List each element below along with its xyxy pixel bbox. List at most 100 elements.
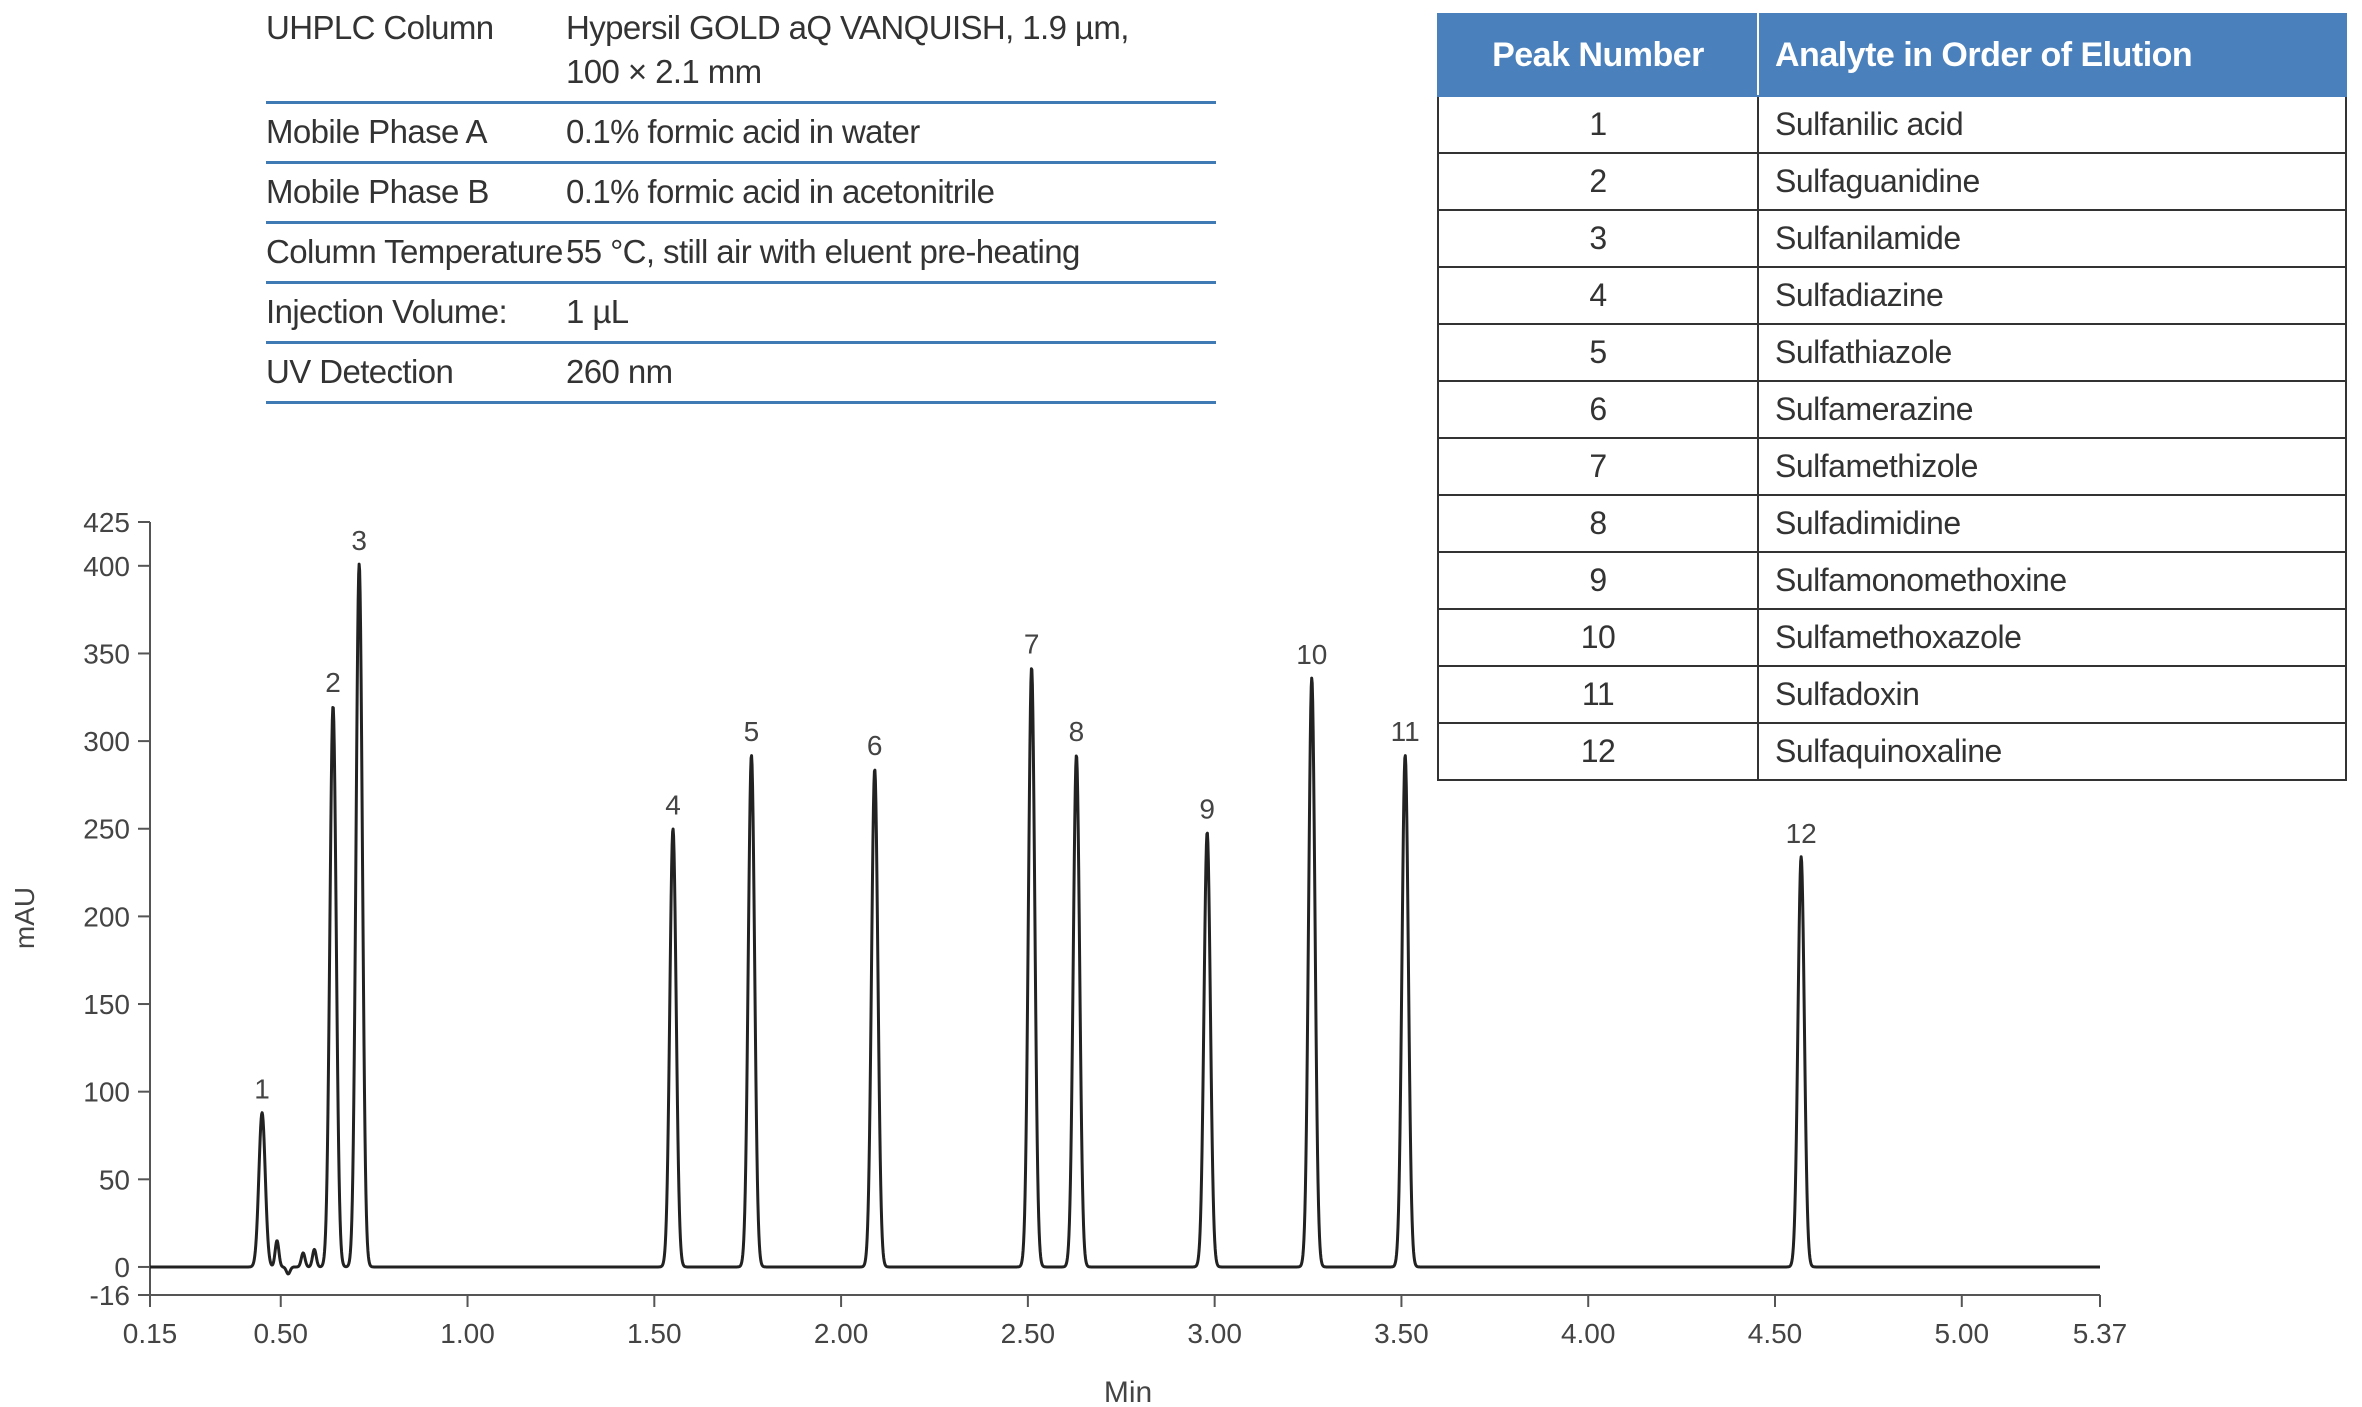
y-tick-label: 50 [99, 1164, 130, 1195]
analyte-name-cell: Sulfanilic acid [1757, 95, 2347, 154]
table-row: 4 Sulfadiazine [1437, 266, 2347, 325]
analyte-name-cell: Sulfamethizole [1757, 437, 2347, 496]
peak-number-cell: 2 [1437, 152, 1759, 211]
y-tick-label: 100 [83, 1077, 130, 1108]
condition-value: 55 °C, still air with eluent pre-heating [566, 233, 1080, 270]
peak-label: 4 [665, 790, 681, 821]
y-axis-label: mAU [9, 887, 40, 949]
peak-label: 6 [867, 730, 883, 761]
condition-label: UHPLC Column [266, 9, 494, 46]
peak-label: 3 [351, 525, 367, 556]
peak-label: 12 [1786, 818, 1817, 849]
y-tick-label: 0 [114, 1252, 130, 1283]
table-row: 12 Sulfaquinoxaline [1437, 722, 2347, 781]
condition-label: UV Detection [266, 353, 454, 390]
condition-row: UV Detection 260 nm [266, 344, 1216, 404]
peak-number-cell: 12 [1437, 722, 1759, 781]
x-tick-label: 2.00 [814, 1318, 869, 1349]
analyte-name-cell: Sulfadimidine [1757, 494, 2347, 553]
condition-label: Column Temperature [266, 233, 563, 270]
condition-value: Hypersil GOLD aQ VANQUISH, 1.9 µm, 100 ×… [566, 9, 1129, 90]
peak-number-cell: 6 [1437, 380, 1759, 439]
x-tick-label: 0.50 [253, 1318, 308, 1349]
peak-number-cell: 11 [1437, 665, 1759, 724]
condition-value: 0.1% formic acid in acetonitrile [566, 173, 995, 210]
x-tick-label: 3.00 [1187, 1318, 1242, 1349]
condition-row: Mobile Phase A 0.1% formic acid in water [266, 104, 1216, 164]
condition-row: Mobile Phase B 0.1% formic acid in aceton… [266, 164, 1216, 224]
peak-label: 1 [254, 1074, 270, 1105]
analyte-name-cell: Sulfadoxin [1757, 665, 2347, 724]
y-tick-label: 200 [83, 901, 130, 932]
table-row: 8 Sulfadimidine [1437, 494, 2347, 553]
y-tick-label: 350 [83, 638, 130, 669]
chromatogram-trace [148, 562, 2102, 1276]
condition-value: 0.1% formic acid in water [566, 113, 920, 150]
analyte-name-cell: Sulfadiazine [1757, 266, 2347, 325]
peak-number-cell: 7 [1437, 437, 1759, 496]
y-tick-label: 400 [83, 551, 130, 582]
analyte-name-cell: Sulfaquinoxaline [1757, 722, 2347, 781]
y-tick-label: -16 [90, 1280, 130, 1311]
table-row: 10 Sulfamethoxazole [1437, 608, 2347, 667]
peak-label: 5 [744, 716, 760, 747]
x-tick-label: 5.00 [1935, 1318, 1990, 1349]
table-row: 9 Sulfamonomethoxine [1437, 551, 2347, 610]
x-axis-label: Min [1104, 1376, 1152, 1407]
table-row: 1 Sulfanilic acid [1437, 95, 2347, 154]
peak-number-cell: 4 [1437, 266, 1759, 325]
x-tick-label: 2.50 [1001, 1318, 1056, 1349]
peak-identification-table: Peak Number Analyte in Order of Elution … [1437, 13, 2347, 781]
x-tick-label: 0.15 [123, 1318, 178, 1349]
peak-number-cell: 3 [1437, 209, 1759, 268]
x-tick-label: 4.00 [1561, 1318, 1616, 1349]
condition-value: 260 nm [566, 353, 673, 390]
analyte-name-cell: Sulfaguanidine [1757, 152, 2347, 211]
chromatography-conditions-table: UHPLC Column Hypersil GOLD aQ VANQUISH, 1… [266, 0, 1216, 404]
table-row: 6 Sulfamerazine [1437, 380, 2347, 439]
x-tick-label: 1.50 [627, 1318, 682, 1349]
condition-label: Mobile Phase A [266, 113, 488, 150]
peak-number-cell: 5 [1437, 323, 1759, 382]
analyte-header: Analyte in Order of Elution [1757, 13, 2347, 97]
x-tick-label: 4.50 [1748, 1318, 1803, 1349]
table-row: 3 Sulfanilamide [1437, 209, 2347, 268]
analyte-name-cell: Sulfamethoxazole [1757, 608, 2347, 667]
peak-number-cell: 1 [1437, 95, 1759, 154]
peak-label: 9 [1199, 793, 1215, 824]
condition-label: Injection Volume: [266, 293, 508, 330]
peak-label: 11 [1391, 716, 1420, 747]
peak-label: 10 [1296, 639, 1327, 670]
condition-row: Injection Volume: 1 µL [266, 284, 1216, 344]
peak-label: 7 [1024, 628, 1040, 659]
peak-number-cell: 8 [1437, 494, 1759, 553]
y-tick-label: 250 [83, 814, 130, 845]
analyte-name-cell: Sulfanilamide [1757, 209, 2347, 268]
y-tick-label: 300 [83, 726, 130, 757]
condition-value: 1 µL [566, 293, 629, 330]
y-tick-label: 150 [83, 989, 130, 1020]
x-tick-label: 1.00 [440, 1318, 495, 1349]
peak-table-header-row: Peak Number Analyte in Order of Elution [1437, 13, 2347, 97]
x-tick-label: 5.37 [2073, 1318, 2128, 1349]
analyte-name-cell: Sulfamerazine [1757, 380, 2347, 439]
x-tick-label: 3.50 [1374, 1318, 1429, 1349]
peak-number-cell: 9 [1437, 551, 1759, 610]
condition-row: UHPLC Column Hypersil GOLD aQ VANQUISH, 1… [266, 0, 1216, 104]
table-row: 11 Sulfadoxin [1437, 665, 2347, 724]
y-tick-label: 425 [83, 507, 130, 538]
table-row: 7 Sulfamethizole [1437, 437, 2347, 496]
analyte-name-cell: Sulfamonomethoxine [1757, 551, 2347, 610]
table-row: 2 Sulfaguanidine [1437, 152, 2347, 211]
peak-label: 8 [1069, 716, 1085, 747]
condition-row: Column Temperature 55 °C, still air with … [266, 224, 1216, 284]
peak-number-header: Peak Number [1437, 13, 1759, 97]
analyte-name-cell: Sulfathiazole [1757, 323, 2347, 382]
peak-number-cell: 10 [1437, 608, 1759, 667]
table-row: 5 Sulfathiazole [1437, 323, 2347, 382]
condition-label: Mobile Phase B [266, 173, 489, 210]
peak-label: 2 [325, 667, 341, 698]
